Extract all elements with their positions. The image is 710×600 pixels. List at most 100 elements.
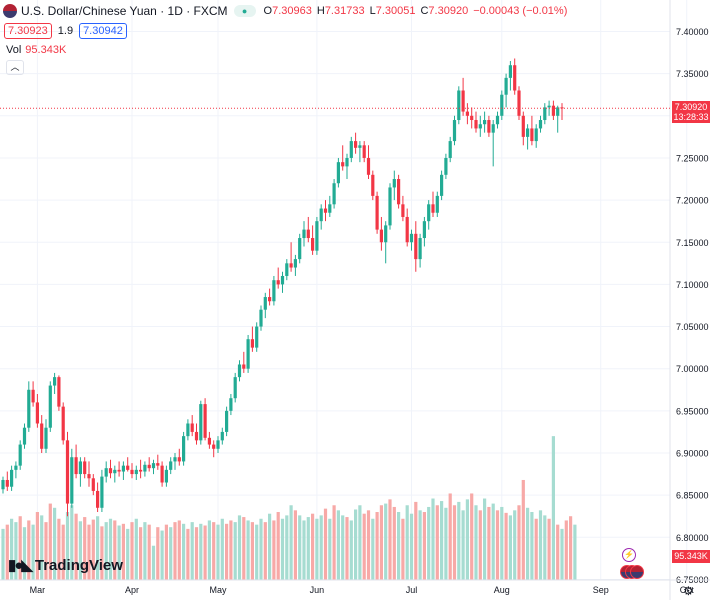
candle-body xyxy=(461,90,465,112)
volume-bar xyxy=(263,522,267,580)
volume-bar xyxy=(474,505,478,580)
candle-body xyxy=(302,229,306,239)
y-tick-label: 7.40000 xyxy=(676,27,709,37)
candle-body xyxy=(237,364,242,378)
volume-bar xyxy=(285,515,289,580)
y-tick-label: 7.35000 xyxy=(676,69,709,79)
volume-bar xyxy=(358,505,362,580)
candle-body xyxy=(276,280,280,285)
volume-bar xyxy=(53,507,57,580)
volume-bar xyxy=(375,512,379,580)
volume-bar xyxy=(216,524,220,580)
bolt-icon[interactable]: ⚡ xyxy=(622,548,636,562)
candle-body xyxy=(263,297,267,310)
volume-bar xyxy=(461,510,465,580)
volume-bar xyxy=(543,515,547,580)
volume-bar xyxy=(100,526,104,580)
volume-bar xyxy=(470,493,474,580)
volume-bar xyxy=(491,503,495,580)
candle-body xyxy=(478,124,482,129)
candle-body xyxy=(328,204,332,213)
volume-bar xyxy=(147,524,151,580)
candle-body xyxy=(513,65,517,91)
candle-body xyxy=(233,377,237,399)
candle-body xyxy=(495,115,500,125)
volume-bar xyxy=(526,507,530,580)
ohlc-low: L7.30051 xyxy=(369,5,416,17)
candle-body xyxy=(397,179,401,205)
volume-bar xyxy=(384,503,388,580)
candle-body xyxy=(229,398,233,411)
candle-body xyxy=(526,128,530,137)
candle-body xyxy=(500,94,504,116)
candle-body xyxy=(392,179,396,188)
candle-body xyxy=(169,461,173,470)
candle-body xyxy=(435,195,439,213)
tradingview-logo[interactable]: ▮●◣ TradingView xyxy=(8,556,123,575)
candle-body xyxy=(358,145,362,148)
candle-body xyxy=(285,263,289,276)
volume-bar xyxy=(35,512,39,580)
last-price-value: 7.30920 xyxy=(674,102,708,112)
candle-body xyxy=(534,128,538,142)
x-tick-label: Sep xyxy=(593,585,609,595)
candle-body xyxy=(311,238,315,251)
candle-body xyxy=(40,423,44,449)
chevron-up-icon[interactable]: ︿ xyxy=(6,60,24,75)
candle-body xyxy=(323,208,328,213)
candle-body xyxy=(57,377,61,407)
candle-body xyxy=(160,465,164,483)
volume-bar xyxy=(323,508,328,580)
gear-icon[interactable]: ⚙ xyxy=(683,584,694,598)
volume-bar xyxy=(302,520,306,580)
volume-legend: Vol 95.343K xyxy=(6,44,66,56)
candle-body xyxy=(547,105,551,108)
candle-body xyxy=(293,259,297,268)
candle-body xyxy=(474,120,478,129)
volume-axis-label: 95.343K xyxy=(672,550,710,563)
volume-bar xyxy=(108,518,113,580)
volume-bar xyxy=(362,513,366,580)
volume-bar xyxy=(40,515,44,580)
candle-body xyxy=(366,157,371,175)
candle-body xyxy=(375,195,379,230)
volume-bar xyxy=(44,522,48,580)
volume-bar xyxy=(280,518,285,580)
volume-bar xyxy=(220,518,224,580)
volume-bar xyxy=(345,517,349,580)
candle-body xyxy=(457,90,461,121)
flag-icon[interactable] xyxy=(630,565,644,579)
volume-bar xyxy=(1,528,5,580)
symbol-title[interactable]: U.S. Dollar/Chinese Yuan · 1D · FXCM xyxy=(21,4,228,18)
volume-bar xyxy=(435,505,439,580)
candle-body xyxy=(448,141,452,158)
volume-bar xyxy=(121,523,125,580)
y-tick-label: 7.00000 xyxy=(676,364,709,374)
volume-bar xyxy=(448,493,452,580)
candle-body xyxy=(126,465,130,470)
buy-button[interactable]: 7.30942 xyxy=(79,23,127,39)
candle-body xyxy=(1,479,5,490)
volume-bar xyxy=(212,522,216,580)
candle-body xyxy=(27,389,31,428)
volume-bar xyxy=(354,509,358,580)
volume-bar xyxy=(229,520,233,580)
eye-icon[interactable]: ● xyxy=(233,5,256,17)
candle-body xyxy=(10,469,14,487)
volume-bar xyxy=(246,520,250,580)
volume-bar xyxy=(556,524,560,580)
candle-body xyxy=(289,263,293,268)
candle-body xyxy=(74,457,78,475)
volume-bar xyxy=(14,522,18,580)
volume-bar xyxy=(444,507,448,580)
volume-bar xyxy=(418,510,422,580)
volume-bar xyxy=(431,498,435,580)
sell-button[interactable]: 7.30923 xyxy=(4,23,52,39)
volume-bar xyxy=(487,506,491,580)
volume-bar xyxy=(573,524,577,580)
volume-value: 95.343K xyxy=(25,44,67,56)
volume-bar xyxy=(164,524,168,580)
volume-bar xyxy=(457,501,461,580)
volume-bar xyxy=(452,505,457,580)
